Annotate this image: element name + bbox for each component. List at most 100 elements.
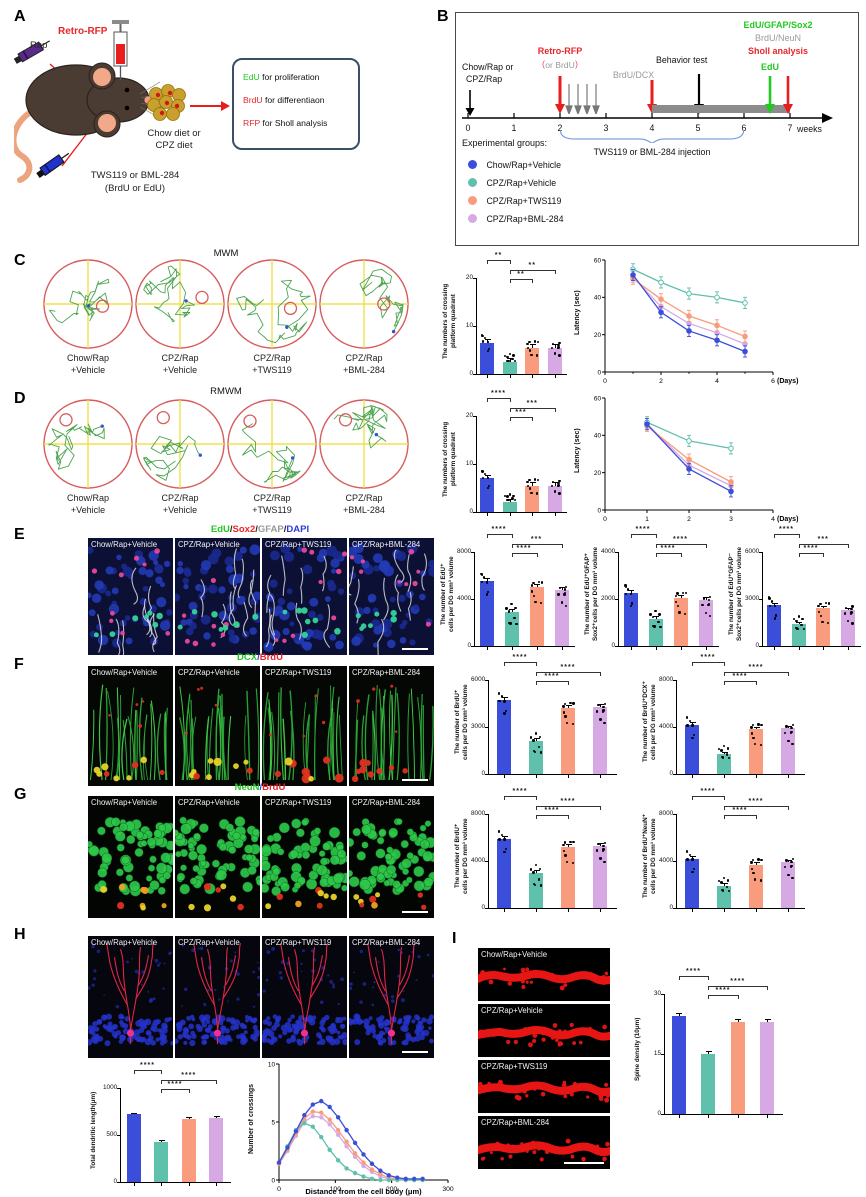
- micro-image-spines: CPZ/Rap+TWS119: [478, 1060, 610, 1113]
- maze-label-line2: +Vehicle: [162, 365, 198, 376]
- brdu-cells-bar-chart: The number of BrdU⁺ cells per DG mm³ vol…: [452, 654, 622, 788]
- chow-rap-label-1: Chow/Rap or: [462, 62, 514, 72]
- rmwm-latency-line-chart: Latency (sec) 0 20 40 60 0 1 2 3 4 (Days): [572, 390, 807, 526]
- micro-svg: [262, 796, 347, 918]
- svg-text:100: 100: [330, 1186, 342, 1193]
- micro-image-dcx-brdu: Chow/Rap+Vehicle: [88, 666, 173, 786]
- svg-text:1: 1: [645, 516, 649, 523]
- svg-text:40: 40: [594, 433, 602, 440]
- panel-f-images: Chow/Rap+Vehicle CPZ/Rap+Vehicle CPZ/Rap…: [88, 666, 434, 786]
- rfp-purpose-line: RFP for Sholl analysis: [243, 118, 358, 128]
- image-group-label: CPZ/Rap+BML-284: [352, 798, 421, 807]
- image-group-label: Chow/Rap+Vehicle: [91, 938, 158, 947]
- legend-item: CPZ/Rap+TWS119: [468, 192, 561, 210]
- maze-group-label: CPZ/Rap +Vehicle: [135, 492, 225, 516]
- svg-text:0: 0: [271, 1177, 275, 1184]
- panel-b-box: [455, 12, 859, 246]
- micro-image-spines: CPZ/Rap+Vehicle: [478, 1004, 610, 1057]
- edu-rest: for proliferation: [259, 72, 320, 82]
- food-pellets-icon: [147, 84, 186, 121]
- svg-text:0: 0: [597, 369, 601, 376]
- maze-group-label: CPZ/Rap +TWS119: [227, 492, 317, 516]
- legend-item: CPZ/Rap+BML-284: [468, 210, 563, 228]
- micro-svg: [349, 666, 434, 786]
- maze-svg: [135, 259, 225, 349]
- image-group-label: CPZ/Rap+TWS119: [265, 938, 332, 947]
- rmwm-maze-cpz-bml284: [318, 398, 410, 495]
- svg-text:200: 200: [386, 1186, 398, 1193]
- micro-svg: [175, 796, 260, 918]
- legend-dot-cpz-bml284: [468, 214, 477, 223]
- maze-label-line1: CPZ/Rap: [345, 353, 383, 363]
- title-part: NeuN: [234, 782, 260, 793]
- chart-svg: 0 20 40 60 0 1 2 3 4 (Days): [594, 395, 799, 523]
- week-tick-label: 2: [557, 123, 563, 133]
- maze-svg: [43, 399, 133, 489]
- micro-image-dcx-brdu: CPZ/Rap+BML-284: [349, 666, 434, 786]
- micro-image-neuron-rfp: CPZ/Rap+Vehicle: [175, 936, 260, 1058]
- mouse-tail: [14, 111, 33, 183]
- title-part: or BrdU: [545, 60, 575, 70]
- micro-image-neuron-rfp: CPZ/Rap+TWS119: [262, 936, 347, 1058]
- micro-svg: [262, 936, 347, 1058]
- maze-group-label: CPZ/Rap +BML-284: [319, 352, 409, 376]
- arrow-right-icon: [190, 101, 230, 111]
- scale-bar: [402, 1051, 428, 1053]
- legend-dot-chow-vehicle: [468, 160, 477, 169]
- legend-label: CPZ/Rap+BML-284: [486, 214, 564, 224]
- edu-gfapneg-sox2-bar-chart: The number of EdU⁺GFAP⁻ Sox2⁺cells per D…: [726, 526, 866, 660]
- image-group-label: CPZ/Rap+BML-284: [352, 938, 421, 947]
- scale-bar: [564, 1162, 604, 1164]
- arrow-down-green-icon: [765, 76, 775, 114]
- panel-b-label: B: [437, 8, 449, 25]
- mwm-latency-line-chart: Latency (sec) 0 20 40 60 0 2 4 6 (Days): [572, 252, 807, 388]
- micro-svg: [478, 1116, 610, 1169]
- panel-h-label: H: [14, 926, 26, 943]
- edu-event-label: EdU: [761, 62, 779, 72]
- week-tick-label: 6: [741, 123, 747, 133]
- panel-h-images: Chow/Rap+Vehicle CPZ/Rap+Vehicle CPZ/Rap…: [88, 936, 434, 1058]
- svg-text:10: 10: [268, 1061, 276, 1068]
- brdu-rest: for differentiaon: [262, 95, 325, 105]
- svg-text:0: 0: [597, 507, 601, 514]
- edu-keyword: EdU: [243, 72, 260, 82]
- maze-label-line1: CPZ/Rap: [253, 493, 291, 503]
- maze-label-line2: +TWS119: [252, 505, 292, 516]
- title-part: DAPI: [286, 524, 310, 535]
- image-group-label: CPZ/Rap+Vehicle: [178, 798, 240, 807]
- brdu-purpose-line: BrdU for differentiaon: [243, 95, 358, 105]
- svg-text:(Days): (Days): [777, 378, 798, 385]
- diet-label-line1: Chow diet or: [147, 128, 201, 139]
- tws-label-line2: (BrdU or EdU): [104, 183, 166, 194]
- marker-legend-box: EdU for proliferation BrdU for different…: [232, 58, 360, 150]
- maze-svg: [43, 259, 133, 349]
- micro-svg: [349, 538, 434, 655]
- image-group-label: Chow/Rap+Vehicle: [91, 540, 158, 549]
- brdu-neun-bar-chart: The number of BrdU⁺NeuN⁺ cells per DG mm…: [640, 788, 810, 922]
- title-part: （: [536, 60, 546, 70]
- panel-e-images: Chow/Rap+Vehicle CPZ/Rap+Vehicle CPZ/Rap…: [88, 538, 434, 655]
- image-group-label: CPZ/Rap+BML-284: [352, 668, 421, 677]
- rmwm-maze-chow-vehicle: [42, 398, 134, 495]
- rmwm-crossings-bar-chart: The numbers of crossing platform quadran…: [440, 390, 572, 526]
- maze-label-line2: +Vehicle: [162, 505, 198, 516]
- micro-image-edu-sox2-gfap-dapi: CPZ/Rap+TWS119: [262, 538, 347, 655]
- micro-svg: [88, 796, 173, 918]
- maze-svg: [227, 399, 317, 489]
- micro-svg: [262, 666, 347, 786]
- micro-svg: [478, 1004, 610, 1057]
- svg-text:4: 4: [771, 516, 775, 523]
- panel-e-stain-title: EdU/Sox2/GFAP/DAPI: [120, 524, 400, 535]
- micro-svg: [88, 538, 173, 655]
- legend-item: Chow/Rap+Vehicle: [468, 156, 561, 174]
- panel-d-label: D: [14, 390, 26, 407]
- mwm-maze-chow-vehicle: [42, 258, 134, 355]
- micro-svg: [175, 666, 260, 786]
- svg-text:Distance from the cell body (μ: Distance from the cell body (μm): [305, 1187, 422, 1196]
- tws-label-line1: TWS119 or BML-284: [90, 170, 180, 181]
- chow-rap-label-2: CPZ/Rap: [466, 74, 503, 84]
- legend-label: Chow/Rap+Vehicle: [486, 160, 562, 170]
- title-part: Sox2: [232, 524, 256, 535]
- maze-label-line1: CPZ/Rap: [161, 353, 199, 363]
